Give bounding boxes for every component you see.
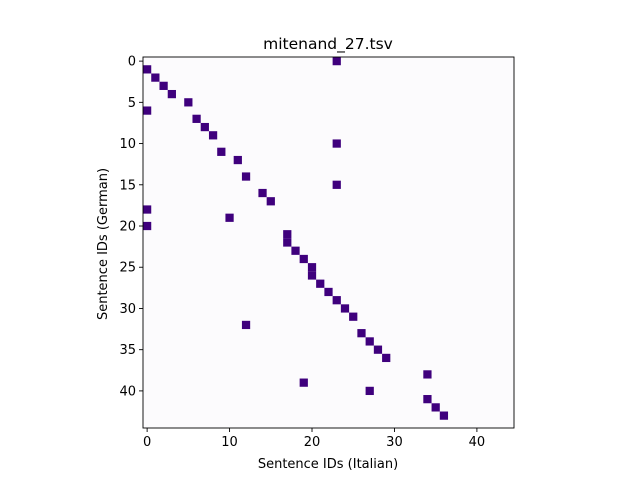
heatmap-cell [283, 238, 292, 247]
heatmap-cell [200, 122, 209, 132]
heatmap-cell [225, 213, 234, 222]
heatmap-cell [332, 139, 341, 148]
axis-ticks: 0 10 20 30 40 0 5 10 15 20 25 30 35 40 [119, 55, 485, 450]
heatmap-cell [357, 329, 366, 338]
y-tick-label: 30 [119, 302, 136, 317]
heatmap-cell [217, 147, 226, 156]
heatmap-cell [324, 287, 333, 297]
heatmap-cell [167, 89, 176, 99]
x-tick-label: 10 [221, 435, 238, 450]
y-tick-label: 40 [119, 384, 136, 399]
heatmap-cell [266, 197, 275, 206]
heatmap-cell [233, 155, 242, 165]
heatmap-cell [208, 131, 218, 140]
heatmap-cell [365, 386, 374, 396]
heatmap-cell [283, 230, 292, 239]
x-axis-label: Sentence IDs (Italian) [258, 457, 398, 472]
y-tick-label: 5 [128, 96, 136, 111]
heatmap-cell [291, 246, 300, 255]
heatmap-cell [143, 106, 152, 115]
heatmap-cell [332, 296, 341, 305]
heatmap-cell [299, 378, 308, 387]
heatmap-cell [373, 345, 383, 354]
heatmap-cell [423, 370, 432, 379]
heatmap-cell [258, 188, 267, 198]
heatmap-cell [382, 353, 391, 363]
y-tick-label: 20 [119, 220, 136, 235]
y-tick-label: 10 [119, 137, 136, 152]
heatmap-cell [423, 395, 432, 404]
heatmap-cell [307, 263, 317, 272]
plot-background [143, 57, 514, 428]
plot-frame [142, 56, 515, 429]
y-tick-label: 0 [128, 55, 136, 70]
x-tick-label: 40 [469, 435, 486, 450]
heatmap-cells [143, 57, 449, 420]
heatmap-cell [332, 57, 341, 66]
heatmap-cell [299, 254, 308, 264]
heatmap-cell [439, 411, 449, 420]
heatmap-cell [316, 279, 325, 288]
heatmap-cell [431, 403, 440, 412]
x-tick-label: 0 [143, 435, 151, 450]
x-tick-label: 20 [304, 435, 321, 450]
x-tick-label: 30 [386, 435, 403, 450]
heatmap-cell [365, 337, 374, 346]
y-tick-label: 35 [119, 343, 136, 358]
heatmap-cell [349, 312, 358, 321]
heatmap-cell [340, 304, 350, 313]
heatmap-cell [192, 114, 201, 123]
chart-title: mitenand_27.tsv [263, 35, 393, 54]
y-tick-label: 25 [119, 261, 136, 276]
heatmap-cell [143, 205, 152, 214]
heatmap-cell [184, 98, 193, 107]
y-tick-label: 15 [119, 178, 136, 193]
heatmap-cell [332, 180, 341, 189]
heatmap-cell [143, 65, 152, 74]
heatmap-cell [241, 320, 251, 330]
heatmap-cell [151, 73, 160, 82]
heatmap-cell [307, 271, 317, 280]
heatmap-cell [241, 172, 251, 181]
y-axis-label: Sentence IDs (German) [96, 168, 111, 320]
heatmap-cell [143, 221, 152, 231]
heatmap-cell [159, 81, 168, 90]
